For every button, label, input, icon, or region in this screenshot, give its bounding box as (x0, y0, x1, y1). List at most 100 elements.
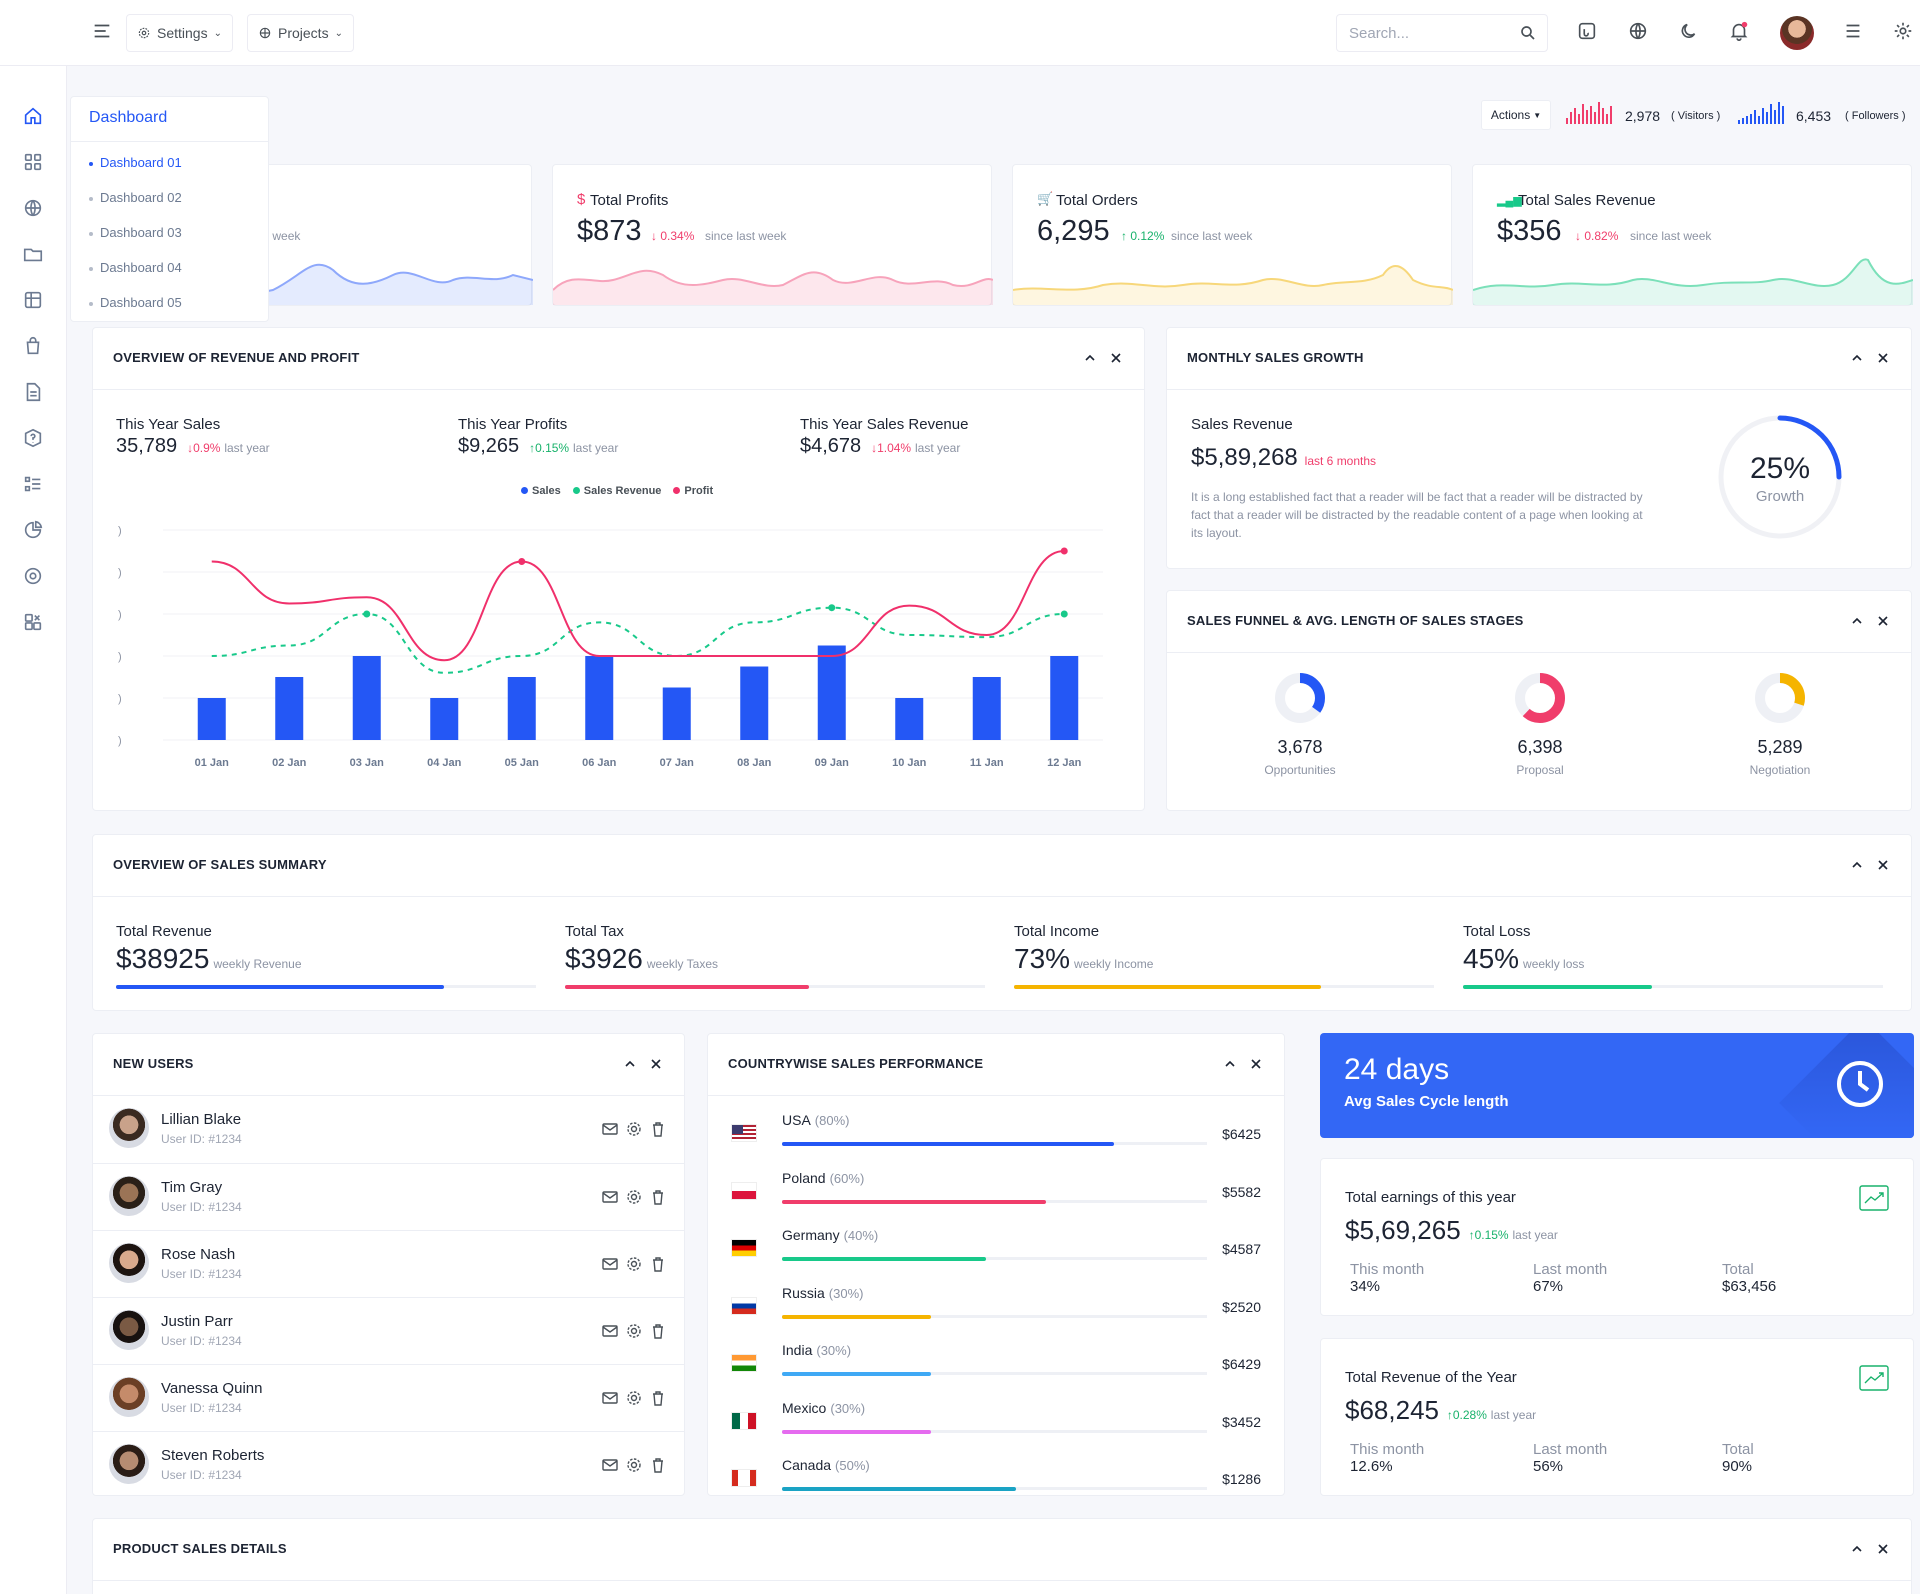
mail-icon[interactable] (601, 1255, 619, 1273)
help-icon[interactable] (22, 427, 44, 449)
collapse-icon[interactable] (1082, 350, 1098, 366)
close-icon[interactable] (648, 1056, 664, 1072)
menu-item-dashboard-02[interactable]: Dashboard 02 (89, 190, 182, 205)
country-row[interactable]: Germany (40%) $4587 (708, 1227, 1284, 1277)
gear-icon[interactable] (625, 1188, 643, 1206)
menu-item-dashboard-01[interactable]: Dashboard 01 (89, 155, 182, 170)
user-row[interactable]: Justin Parr User ID: #1234 (93, 1297, 684, 1364)
country-row[interactable]: Poland (60%) $5582 (708, 1170, 1284, 1220)
document-icon[interactable] (22, 381, 44, 403)
country-row[interactable]: India (30%) $6429 (708, 1342, 1284, 1392)
user-row[interactable]: Vanessa Quinn User ID: #1234 (93, 1364, 684, 1431)
trash-icon[interactable] (649, 1255, 667, 1273)
pie-chart-icon[interactable] (22, 519, 44, 541)
country-row[interactable]: Mexico (30%) $3452 (708, 1400, 1284, 1450)
menu-item-dashboard-03[interactable]: Dashboard 03 (89, 225, 182, 240)
trend-chart-icon[interactable] (1859, 1185, 1889, 1211)
point-marker[interactable] (518, 558, 526, 565)
close-icon[interactable] (1875, 350, 1891, 366)
user-name[interactable]: Justin Parr (161, 1313, 233, 1330)
legend-item-sales[interactable]: Sales (521, 485, 561, 497)
user-name[interactable]: Tim Gray (161, 1179, 223, 1196)
bar-sales[interactable] (352, 656, 381, 740)
close-icon[interactable] (1875, 857, 1891, 873)
trash-icon[interactable] (649, 1322, 667, 1340)
settings-dropdown[interactable]: Settings ⌄ (126, 14, 233, 52)
search-input[interactable]: Search... (1336, 14, 1548, 52)
country-row[interactable]: Russia (30%) $2520 (708, 1285, 1284, 1335)
menu-item-dashboard-04[interactable]: Dashboard 04 (89, 260, 182, 275)
user-row[interactable]: Steven Roberts User ID: #1234 (93, 1431, 684, 1498)
close-icon[interactable] (1875, 613, 1891, 629)
legend-item-sales-revenue[interactable]: Sales Revenue (572, 485, 661, 497)
user-name[interactable]: Rose Nash (161, 1246, 236, 1263)
dark-mode-icon[interactable] (1678, 20, 1700, 42)
trash-icon[interactable] (649, 1389, 667, 1407)
collapse-icon[interactable] (1849, 857, 1865, 873)
user-name[interactable]: Steven Roberts (161, 1447, 265, 1464)
notification-bell-icon[interactable] (1728, 20, 1750, 42)
gear-icon[interactable] (625, 1120, 643, 1138)
menu-toggle-icon[interactable] (91, 20, 113, 42)
point-marker[interactable] (1060, 547, 1068, 555)
settings-gear-icon[interactable] (1892, 20, 1914, 42)
widgets-icon[interactable] (22, 611, 44, 633)
hamburger-menu-icon[interactable] (1842, 20, 1864, 42)
mail-icon[interactable] (601, 1389, 619, 1407)
gear-icon[interactable] (625, 1255, 643, 1273)
bar-sales[interactable] (585, 656, 614, 740)
mail-icon[interactable] (601, 1120, 619, 1138)
bar-sales[interactable] (430, 698, 459, 740)
collapse-icon[interactable] (622, 1056, 638, 1072)
bar-sales[interactable] (740, 666, 769, 741)
globe-icon[interactable] (22, 197, 44, 219)
gear-icon[interactable] (625, 1389, 643, 1407)
country-row[interactable]: Canada (50%) $1286 (708, 1457, 1284, 1507)
bar-sales[interactable] (197, 698, 226, 740)
close-icon[interactable] (1108, 350, 1124, 366)
bar-sales[interactable] (507, 677, 536, 740)
actions-button[interactable]: Actions ▼ (1481, 100, 1551, 130)
trash-icon[interactable] (649, 1120, 667, 1138)
collapse-icon[interactable] (1849, 350, 1865, 366)
trash-icon[interactable] (649, 1456, 667, 1474)
dashboard-menu-title[interactable]: Dashboard (89, 109, 168, 126)
collapse-icon[interactable] (1849, 1541, 1865, 1557)
apps-icon[interactable] (22, 151, 44, 173)
gear-icon[interactable] (625, 1456, 643, 1474)
bar-sales[interactable] (275, 677, 304, 740)
home-icon[interactable] (22, 105, 44, 127)
collapse-icon[interactable] (1222, 1056, 1238, 1072)
close-icon[interactable] (1875, 1541, 1891, 1557)
mail-icon[interactable] (601, 1188, 619, 1206)
trash-icon[interactable] (649, 1188, 667, 1206)
point-marker[interactable] (1060, 610, 1068, 618)
user-row[interactable]: Lillian Blake User ID: #1234 (93, 1096, 684, 1163)
list-icon[interactable] (22, 473, 44, 495)
bar-sales[interactable] (817, 645, 846, 741)
menu-item-dashboard-05[interactable]: Dashboard 05 (89, 295, 182, 310)
cart-icon[interactable] (1576, 20, 1598, 42)
user-row[interactable]: Tim Gray User ID: #1234 (93, 1163, 684, 1230)
bar-sales[interactable] (972, 677, 1001, 740)
mail-icon[interactable] (601, 1322, 619, 1340)
user-avatar[interactable] (1780, 16, 1814, 50)
legend-item-profit[interactable]: Profit (673, 485, 713, 497)
bar-sales[interactable] (1050, 656, 1079, 740)
trend-chart-icon[interactable] (1859, 1365, 1889, 1391)
point-marker[interactable] (828, 604, 836, 612)
language-icon[interactable] (1627, 20, 1649, 42)
mail-icon[interactable] (601, 1456, 619, 1474)
collapse-icon[interactable] (1849, 613, 1865, 629)
gear-icon[interactable] (625, 1322, 643, 1340)
user-name[interactable]: Lillian Blake (161, 1111, 242, 1128)
close-icon[interactable] (1248, 1056, 1264, 1072)
country-row[interactable]: USA (80%) $6425 (708, 1112, 1284, 1162)
bar-sales[interactable] (895, 698, 924, 740)
target-icon[interactable] (22, 565, 44, 587)
point-marker[interactable] (363, 610, 371, 618)
folder-icon[interactable] (22, 243, 44, 265)
user-name[interactable]: Vanessa Quinn (161, 1380, 263, 1397)
table-icon[interactable] (22, 289, 44, 311)
projects-dropdown[interactable]: Projects ⌄ (247, 14, 354, 52)
